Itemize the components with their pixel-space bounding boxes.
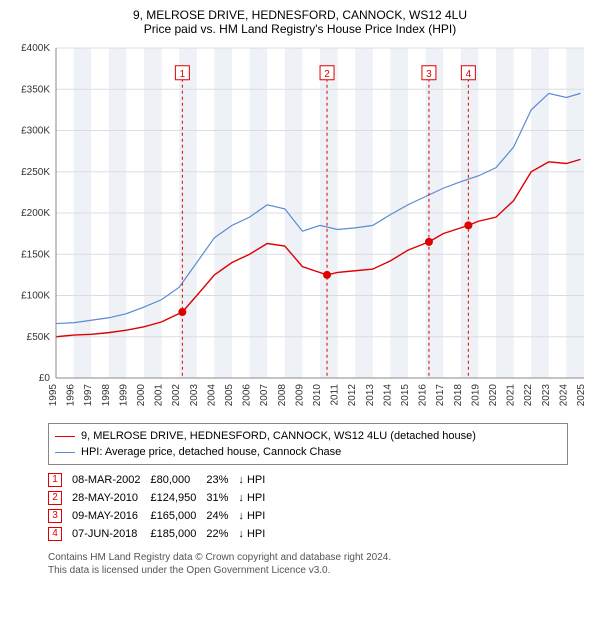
- svg-text:£200K: £200K: [21, 208, 50, 219]
- sale-dot-2: [323, 271, 331, 279]
- sale-date: 08-MAR-2002: [72, 471, 150, 489]
- sale-marker-icon: 3: [48, 509, 62, 523]
- svg-text:2018: 2018: [453, 384, 464, 407]
- svg-text:2024: 2024: [558, 384, 569, 407]
- svg-text:2011: 2011: [330, 384, 341, 406]
- sale-dot-4: [464, 221, 472, 229]
- svg-text:2007: 2007: [259, 384, 270, 407]
- svg-text:3: 3: [426, 69, 432, 80]
- svg-text:1: 1: [180, 69, 186, 80]
- page-subtitle: Price paid vs. HM Land Registry's House …: [8, 22, 592, 36]
- svg-text:2013: 2013: [365, 384, 376, 407]
- svg-text:4: 4: [466, 69, 472, 80]
- sale-pct: 23%: [206, 471, 238, 489]
- table-row: 3 09-MAY-2016£165,00024%↓ HPI: [48, 507, 275, 525]
- svg-text:£350K: £350K: [21, 84, 50, 95]
- sale-price: £80,000: [150, 471, 206, 489]
- svg-text:£0: £0: [39, 373, 51, 384]
- svg-text:2025: 2025: [576, 384, 587, 407]
- sale-dot-3: [425, 238, 433, 246]
- svg-text:2015: 2015: [400, 384, 411, 407]
- svg-text:£150K: £150K: [21, 249, 50, 260]
- legend-item: HPI: Average price, detached house, Cann…: [55, 444, 561, 460]
- svg-text:2014: 2014: [382, 384, 393, 407]
- sale-relation: ↓ HPI: [238, 489, 275, 507]
- svg-text:1998: 1998: [101, 384, 112, 407]
- sale-relation: ↓ HPI: [238, 525, 275, 543]
- sale-price: £185,000: [150, 525, 206, 543]
- svg-text:2003: 2003: [189, 384, 200, 407]
- sale-pct: 22%: [206, 525, 238, 543]
- sales-table: 108-MAR-2002£80,00023%↓ HPI228-MAY-2010£…: [48, 471, 275, 543]
- svg-text:£300K: £300K: [21, 126, 50, 137]
- legend-swatch: [55, 452, 75, 453]
- sale-pct: 24%: [206, 507, 238, 525]
- sale-marker-cell: 3: [48, 507, 72, 525]
- svg-text:2008: 2008: [277, 384, 288, 407]
- sale-marker-cell: 2: [48, 489, 72, 507]
- sale-relation: ↓ HPI: [238, 471, 275, 489]
- svg-text:1996: 1996: [66, 384, 77, 407]
- sale-marker-icon: 4: [48, 527, 62, 541]
- legend-label: HPI: Average price, detached house, Cann…: [81, 444, 341, 460]
- svg-text:£100K: £100K: [21, 291, 50, 302]
- svg-text:1995: 1995: [48, 384, 59, 407]
- svg-text:2002: 2002: [171, 384, 182, 407]
- svg-text:2021: 2021: [506, 384, 517, 407]
- svg-text:2009: 2009: [294, 384, 305, 407]
- svg-text:2016: 2016: [418, 384, 429, 407]
- table-row: 4 07-JUN-2018£185,00022%↓ HPI: [48, 525, 275, 543]
- svg-text:2017: 2017: [435, 384, 446, 407]
- svg-text:£250K: £250K: [21, 167, 50, 178]
- sale-marker-icon: 1: [48, 473, 62, 487]
- svg-text:2022: 2022: [523, 384, 534, 407]
- page-title: 9, MELROSE DRIVE, HEDNESFORD, CANNOCK, W…: [8, 8, 592, 22]
- price-chart: £0 £50K £100K £150K £200K £250K £300K £350K £400…: [8, 40, 592, 415]
- legend-swatch: [55, 436, 75, 437]
- sale-dot-1: [178, 308, 186, 316]
- svg-text:2001: 2001: [154, 384, 165, 407]
- footnote: Contains HM Land Registry data © Crown c…: [48, 551, 592, 577]
- sale-date: 28-MAY-2010: [72, 489, 150, 507]
- svg-text:£50K: £50K: [27, 332, 51, 343]
- sale-relation: ↓ HPI: [238, 507, 275, 525]
- svg-text:2006: 2006: [242, 384, 253, 407]
- svg-text:2004: 2004: [206, 384, 217, 407]
- sale-price: £124,950: [150, 489, 206, 507]
- svg-text:2: 2: [324, 69, 330, 80]
- sale-marker-cell: 1: [48, 471, 72, 489]
- sale-date: 07-JUN-2018: [72, 525, 150, 543]
- sale-date: 09-MAY-2016: [72, 507, 150, 525]
- svg-text:2023: 2023: [541, 384, 552, 407]
- svg-text:1997: 1997: [83, 384, 94, 407]
- svg-text:2012: 2012: [347, 384, 358, 407]
- svg-text:2005: 2005: [224, 384, 235, 407]
- sale-marker-cell: 4: [48, 525, 72, 543]
- sale-price: £165,000: [150, 507, 206, 525]
- sale-pct: 31%: [206, 489, 238, 507]
- svg-text:2019: 2019: [470, 384, 481, 407]
- legend: 9, MELROSE DRIVE, HEDNESFORD, CANNOCK, W…: [48, 423, 568, 465]
- svg-text:1999: 1999: [118, 384, 129, 407]
- table-row: 1 08-MAR-2002£80,00023%↓ HPI: [48, 471, 275, 489]
- svg-text:2010: 2010: [312, 384, 323, 407]
- legend-label: 9, MELROSE DRIVE, HEDNESFORD, CANNOCK, W…: [81, 428, 476, 444]
- svg-text:£400K: £400K: [21, 43, 50, 54]
- svg-text:2020: 2020: [488, 384, 499, 407]
- svg-text:2000: 2000: [136, 384, 147, 407]
- table-row: 2 28-MAY-2010£124,95031%↓ HPI: [48, 489, 275, 507]
- legend-item: 9, MELROSE DRIVE, HEDNESFORD, CANNOCK, W…: [55, 428, 561, 444]
- sale-marker-icon: 2: [48, 491, 62, 505]
